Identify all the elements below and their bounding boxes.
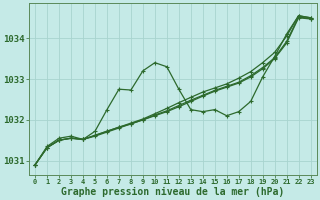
X-axis label: Graphe pression niveau de la mer (hPa): Graphe pression niveau de la mer (hPa) [61, 186, 284, 197]
